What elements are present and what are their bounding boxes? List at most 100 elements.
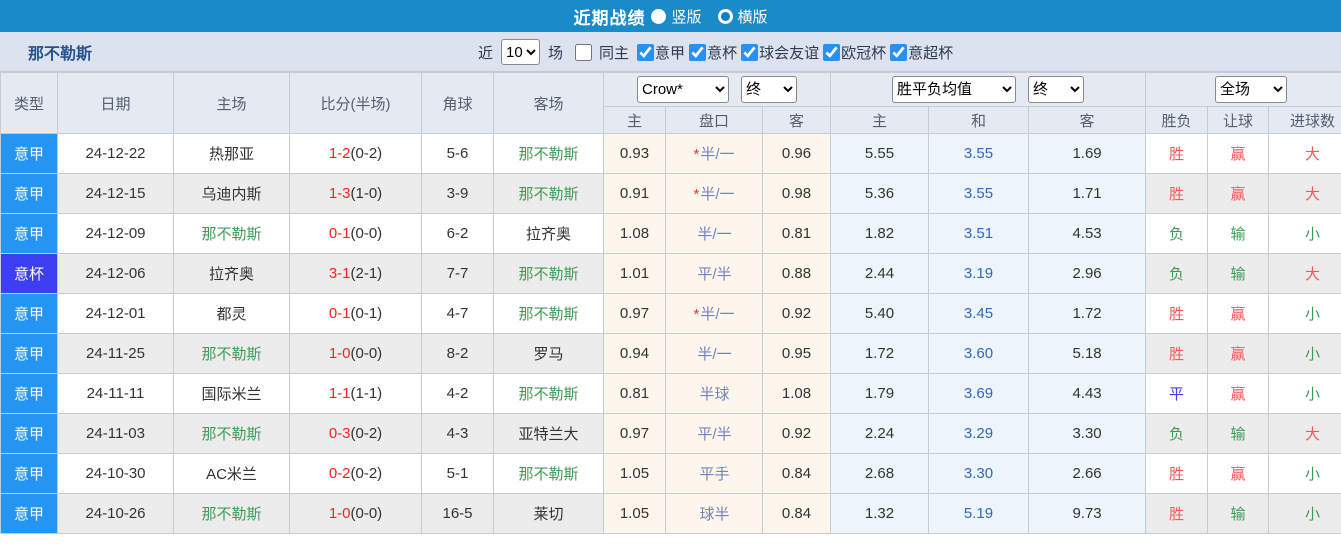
home-team: 拉齐奥: [173, 253, 290, 294]
same-home-checkbox[interactable]: [575, 43, 593, 61]
odds-away: 0.92: [761, 413, 832, 454]
odds-home: 0.97: [603, 413, 666, 454]
handicap-line: 平/半: [665, 413, 763, 454]
competition-filter-2[interactable]: 球会友谊: [737, 42, 819, 63]
radio-horizontal-icon[interactable]: [717, 8, 733, 24]
handicap-result-cell: 输: [1207, 413, 1270, 454]
goals-cell: 小: [1268, 293, 1341, 334]
scope-select[interactable]: 全场: [1215, 76, 1288, 103]
col-header-score: 比分(半场): [289, 72, 422, 134]
bookmaker-select[interactable]: Crow*: [637, 76, 730, 103]
competition-filter-4[interactable]: 意超杯: [886, 42, 953, 63]
col-header-home: 主场: [173, 72, 290, 134]
handicap-result-cell: 赢: [1207, 333, 1270, 374]
fulltime-score: 0-1: [328, 305, 351, 322]
competition-filter-1[interactable]: 意杯: [685, 42, 737, 63]
handicap-line: 半/一: [665, 333, 763, 374]
match-type-badge: 意甲: [0, 213, 58, 254]
goals-cell: 小: [1268, 373, 1341, 414]
handicap-result-cell: 赢: [1207, 133, 1270, 174]
match-date: 24-12-15: [57, 173, 174, 214]
handicap-line: 平/半: [665, 253, 763, 294]
competition-filter-0[interactable]: 意甲: [633, 42, 685, 63]
avg-type-select[interactable]: 胜平负均值: [892, 76, 1017, 103]
competition-checkbox[interactable]: [890, 43, 908, 61]
fulltime-score: 0-2: [328, 465, 351, 482]
avg-away: 4.43: [1028, 373, 1147, 414]
sub-header-avg-home: 主: [830, 106, 930, 134]
layout-option-horizontal: 横版: [717, 6, 768, 27]
handicap-result-cell: 输: [1207, 213, 1270, 254]
home-team: 那不勒斯: [173, 493, 290, 534]
table-row: 意甲 24-12-09 那不勒斯 0-1(0-0) 6-2 拉齐奥 1.08 半…: [0, 213, 1341, 254]
competition-checkbox[interactable]: [689, 43, 707, 61]
match-date: 24-10-30: [57, 453, 174, 494]
goals-cell: 大: [1268, 173, 1341, 214]
result-cell: 胜: [1145, 453, 1209, 494]
away-team: 拉齐奥: [493, 213, 604, 254]
recent-label: 近: [478, 44, 494, 62]
fulltime-score: 1-1: [328, 385, 351, 402]
odds-away: 0.81: [761, 213, 832, 254]
odds-period-select[interactable]: 终: [741, 76, 798, 103]
halftime-score: (0-0): [350, 225, 383, 242]
fulltime-score: 1-3: [328, 185, 351, 202]
halftime-score: (2-1): [350, 265, 383, 282]
result-cell: 胜: [1145, 173, 1209, 214]
corners-score: 3-9: [421, 173, 494, 214]
goals-cell: 大: [1268, 253, 1341, 294]
avg-away: 3.30: [1028, 413, 1147, 454]
result-group-header: 全场: [1145, 72, 1341, 107]
avg-home: 2.44: [830, 253, 930, 294]
avg-home: 1.32: [830, 493, 930, 534]
handicap-star: *: [693, 186, 700, 203]
avg-home: 5.36: [830, 173, 930, 214]
competition-checkbox[interactable]: [741, 43, 759, 61]
score-cell: 1-0(0-0): [289, 493, 422, 534]
page-title: 近期战绩: [573, 8, 646, 28]
competition-checkbox[interactable]: [637, 43, 655, 61]
odds-home: 0.94: [603, 333, 666, 374]
table-row: 意甲 24-12-01 都灵 0-1(0-1) 4-7 那不勒斯 0.97 *半…: [0, 293, 1341, 334]
avg-draw: 3.55: [928, 173, 1030, 214]
home-team: AC米兰: [173, 453, 290, 494]
halftime-score: (0-0): [350, 345, 383, 362]
radio-vertical-icon[interactable]: [651, 8, 667, 24]
table-row: 意甲 24-12-22 热那亚 1-2(0-2) 5-6 那不勒斯 0.93 *…: [0, 133, 1341, 174]
handicap-line: 半/一: [665, 213, 763, 254]
handicap-line: *半/一: [665, 173, 763, 214]
avg-period-select[interactable]: 终: [1028, 76, 1085, 103]
odds-away: 0.92: [761, 293, 832, 334]
odds-home: 0.81: [603, 373, 666, 414]
col-header-type: 类型: [0, 72, 58, 134]
avg-home: 5.40: [830, 293, 930, 334]
radio-horizontal-label[interactable]: 横版: [737, 8, 768, 26]
result-cell: 胜: [1145, 133, 1209, 174]
radio-vertical-label[interactable]: 竖版: [671, 8, 702, 26]
match-type-badge: 意杯: [0, 253, 58, 294]
competition-filter-3[interactable]: 欧冠杯: [819, 42, 886, 63]
score-cell: 1-3(1-0): [289, 173, 422, 214]
halftime-score: (1-1): [350, 385, 383, 402]
avg-away: 1.71: [1028, 173, 1147, 214]
recent-count-select[interactable]: 10: [501, 39, 541, 65]
score-cell: 1-0(0-0): [289, 333, 422, 374]
odds-away: 0.84: [761, 493, 832, 534]
corners-score: 5-1: [421, 453, 494, 494]
match-type-badge: 意甲: [0, 333, 58, 374]
fulltime-score: 0-3: [328, 425, 351, 442]
handicap-text: 半/一: [697, 346, 732, 363]
results-table-wrap: 类型 日期 主场 比分(半场) 角球 客场 Crow* 终 胜: [0, 72, 1341, 534]
home-team: 都灵: [173, 293, 290, 334]
handicap-line: *半/一: [665, 133, 763, 174]
same-home-label[interactable]: 同主: [599, 44, 630, 62]
match-type-badge: 意甲: [0, 493, 58, 534]
odds-away: 0.95: [761, 333, 832, 374]
competition-checkbox[interactable]: [823, 43, 841, 61]
score-cell: 0-1(0-0): [289, 213, 422, 254]
match-date: 24-12-09: [57, 213, 174, 254]
match-type-badge: 意甲: [0, 173, 58, 214]
odds-home: 1.01: [603, 253, 666, 294]
halftime-score: (0-1): [350, 305, 383, 322]
home-team: 热那亚: [173, 133, 290, 174]
